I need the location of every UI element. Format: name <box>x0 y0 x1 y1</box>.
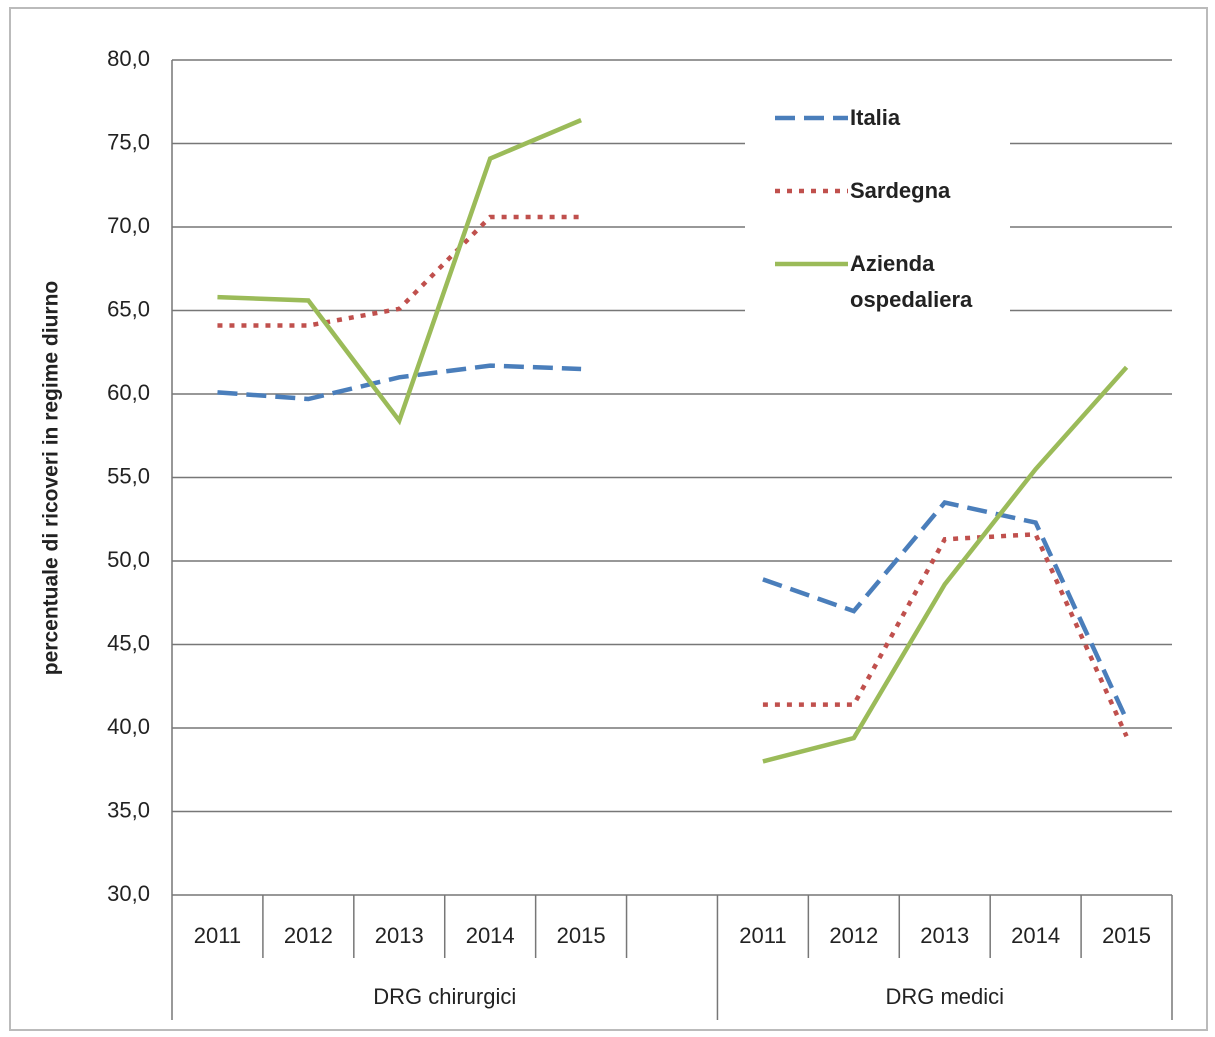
x-tick-label: 2012 <box>829 923 878 948</box>
y-tick-label: 75,0 <box>107 129 150 154</box>
legend-entry: Sardegna <box>850 178 951 203</box>
y-tick-label: 70,0 <box>107 213 150 238</box>
x-tick-label: 2011 <box>194 923 241 948</box>
legend-label: Sardegna <box>850 178 951 203</box>
x-tick-label: 2015 <box>557 923 606 948</box>
legend-label: Azienda ospedaliera <box>850 251 973 312</box>
series-line <box>217 118 1129 764</box>
group-label: DRG chirurgici <box>373 984 516 1009</box>
x-tick-label: 2011 <box>739 923 786 948</box>
legend-label: Italia <box>850 105 901 130</box>
y-tick-label: 55,0 <box>107 463 150 488</box>
y-tick-label: 40,0 <box>107 714 150 739</box>
x-tick-label: 2012 <box>284 923 333 948</box>
y-tick-label: 45,0 <box>107 630 150 655</box>
x-tick-label: 2013 <box>920 923 969 948</box>
x-tick-label: 2014 <box>1011 923 1060 948</box>
y-tick-label: 65,0 <box>107 296 150 321</box>
x-tick-label: 2014 <box>466 923 515 948</box>
y-tick-label: 60,0 <box>107 380 150 405</box>
series-line <box>217 363 1129 721</box>
x-tick-label: 2013 <box>375 923 424 948</box>
y-axis-label: percentuale di ricoveri in regime diurno <box>40 281 63 675</box>
frame <box>9 7 1208 1031</box>
x-tick-label: 2015 <box>1102 923 1151 948</box>
series-line <box>217 214 1129 738</box>
y-tick-label: 30,0 <box>107 881 150 906</box>
legend-entry: Azienda ospedaliera <box>850 251 973 312</box>
y-tick-label: 35,0 <box>107 797 150 822</box>
group-label: DRG medici <box>885 984 1004 1009</box>
y-tick-label: 80,0 <box>107 46 150 71</box>
legend-entry: Italia <box>850 105 901 130</box>
y-tick-label: 50,0 <box>107 547 150 572</box>
